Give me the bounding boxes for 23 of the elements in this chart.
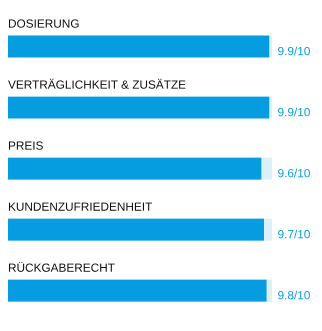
bar [261, 158, 272, 180]
data-label: 9.7 [278, 230, 294, 238]
text: /10 [294, 230, 310, 238]
bar [266, 280, 272, 302]
y-tick-label: PREIS [8, 141, 43, 150]
bar [8, 158, 262, 180]
bar [8, 280, 267, 302]
y-tick-label: KUNDENZUFRIEDENHEIT [8, 202, 152, 211]
y-tick-label: RÜCKGABERECHT [8, 262, 115, 272]
data-label: 9.6 [278, 168, 294, 178]
data-label: 9.9 [278, 108, 294, 116]
text: /10 [294, 108, 310, 116]
y-tick-label: VERTRÄGLICHKEIT & ZUSÄTZE [8, 78, 186, 89]
text: /10 [294, 46, 310, 56]
text: /10 [294, 168, 310, 178]
text: /10 [294, 290, 310, 300]
data-label: 9.9 [278, 46, 294, 56]
y-tick-label: DOSIERUNG [8, 19, 79, 28]
bar [264, 218, 272, 241]
bar [8, 218, 264, 241]
bar [8, 36, 270, 58]
data-label: 9.8 [278, 291, 294, 300]
bar [8, 96, 270, 119]
